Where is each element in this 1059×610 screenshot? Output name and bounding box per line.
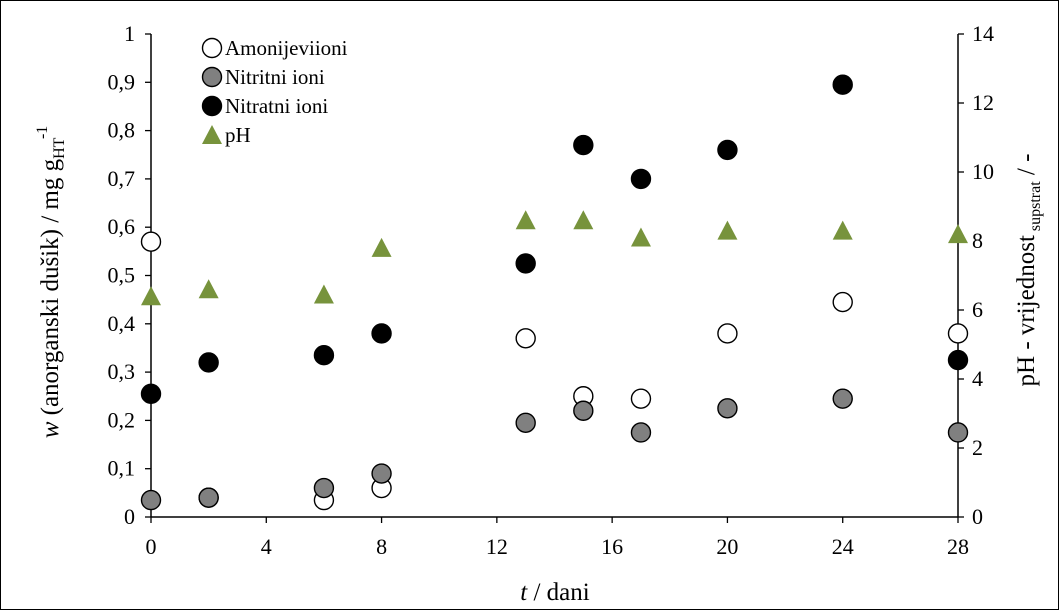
y-left-tick-label: 0,7 bbox=[108, 166, 136, 191]
y-left-tick-label: 1 bbox=[124, 21, 135, 46]
y-right-title-subscript: supstrat bbox=[1027, 181, 1044, 231]
right-axis-ticks: 0 2 4 6 8 10 12 14 bbox=[958, 21, 994, 529]
x-tick-label: 0 bbox=[146, 534, 157, 559]
nitritni-ioni-point bbox=[717, 398, 738, 419]
nitritni-ioni-point bbox=[313, 477, 335, 499]
nitritni-ioni-point bbox=[832, 388, 853, 409]
y-right-tick-label: 2 bbox=[972, 435, 983, 460]
ph-point bbox=[948, 224, 968, 244]
legend-label: Nitratni ioni bbox=[225, 94, 328, 118]
y-left-tick-label: 0,1 bbox=[108, 456, 136, 481]
nitratni-ioni-point bbox=[947, 349, 969, 371]
amonijevi-ioni-point bbox=[515, 328, 536, 349]
y-right-tick-label: 12 bbox=[972, 90, 994, 115]
legend-entry: Nitratni ioni bbox=[201, 94, 328, 118]
nitratni-ioni-point bbox=[717, 139, 738, 161]
nitratni-ioni-point bbox=[573, 134, 594, 156]
amonijevi-ioni-point bbox=[832, 291, 853, 313]
legend-marker bbox=[201, 66, 223, 88]
legend-entry: Nitritni ioni bbox=[201, 65, 325, 89]
legend: Amonijeviioni Nitritni ioni Nitratni ioni p… bbox=[201, 36, 348, 147]
x-tick-label: 8 bbox=[376, 534, 387, 559]
x-tick-label: 4 bbox=[261, 534, 272, 559]
ph-point bbox=[832, 220, 853, 240]
nitritni-ioni-point bbox=[198, 487, 219, 508]
y-left-title-superscript: -1 bbox=[34, 126, 51, 139]
legend-label: Nitritni ioni bbox=[225, 65, 325, 89]
legend-marker bbox=[201, 95, 223, 117]
y-right-tick-label: 6 bbox=[972, 297, 983, 322]
ph-point bbox=[141, 286, 161, 306]
x-axis-ticks: 0 4 8 12 16 20 24 28 bbox=[146, 517, 969, 559]
y-left-tick-label: 0,9 bbox=[108, 69, 136, 94]
y-left-tick-label: 0,3 bbox=[108, 359, 136, 384]
x-tick-label: 20 bbox=[716, 534, 738, 559]
y-left-tick-label: 0,2 bbox=[108, 407, 136, 432]
x-tick-label: 28 bbox=[947, 534, 969, 559]
nitritni-ioni-point bbox=[371, 463, 392, 484]
amonijevi-ioni-point bbox=[947, 323, 969, 344]
nitratni-ioni-point bbox=[198, 352, 219, 373]
nitritni-ioni-point bbox=[140, 489, 162, 511]
y-left-tick-label: 0,8 bbox=[108, 118, 136, 143]
y-right-tick-label: 0 bbox=[972, 504, 983, 529]
x-axis-title-text: / dani bbox=[527, 579, 590, 606]
x-tick-label: 16 bbox=[601, 534, 623, 559]
ph-point bbox=[313, 284, 334, 304]
nitritni-ioni-point bbox=[630, 422, 652, 443]
ph-point bbox=[630, 227, 651, 247]
y-right-tick-label: 4 bbox=[972, 366, 983, 391]
legend-entry: pH bbox=[202, 123, 251, 147]
x-tick-label: 12 bbox=[486, 534, 508, 559]
legend-entry: Amonijeviioni bbox=[201, 36, 348, 60]
y-right-tick-label: 8 bbox=[972, 228, 983, 253]
legend-marker bbox=[201, 37, 223, 59]
nitratni-ioni-point bbox=[832, 74, 853, 95]
y-left-title-subscript: HT bbox=[51, 137, 68, 159]
y-left-tick-label: 0,5 bbox=[108, 263, 136, 288]
nitritni-ioni-point bbox=[947, 422, 969, 443]
x-tick-label: 24 bbox=[832, 534, 854, 559]
y-left-axis-title: w (anorganski dušik) / mg gHT-1 bbox=[34, 126, 68, 439]
amonijevi-ioni-point bbox=[140, 231, 162, 252]
y-right-tick-label: 14 bbox=[972, 21, 994, 46]
left-axis-ticks: 0 0,1 0,2 0,3 0,4 0,5 0,6 0,7 0,8 0,9 1 bbox=[108, 21, 151, 529]
ph-point bbox=[198, 279, 219, 299]
legend-label: Amonijeviioni bbox=[225, 36, 348, 60]
y-right-title-rest: / - bbox=[1013, 154, 1040, 182]
legend-label: pH bbox=[225, 123, 251, 147]
data-markers bbox=[140, 74, 969, 511]
ph-point bbox=[515, 210, 536, 230]
y-left-tick-label: 0,6 bbox=[108, 214, 136, 239]
nitritni-ioni-point bbox=[573, 400, 594, 421]
ph-point bbox=[573, 210, 594, 230]
legend-marker bbox=[202, 125, 222, 144]
ph-point bbox=[717, 220, 738, 240]
nitratni-ioni-point bbox=[515, 253, 536, 274]
nitritni-ioni-point bbox=[515, 412, 536, 434]
ph-point bbox=[371, 237, 392, 257]
y-left-tick-label: 0,4 bbox=[108, 311, 136, 336]
nitratni-ioni-point bbox=[630, 168, 652, 190]
amonijevi-ioni-point bbox=[630, 388, 652, 409]
y-right-axis-title: pH - vrijednost supstrat / - bbox=[1013, 154, 1044, 387]
y-left-tick-label: 0 bbox=[124, 504, 135, 529]
nitratni-ioni-point bbox=[140, 383, 162, 405]
x-axis-title-symbol: t bbox=[520, 579, 528, 606]
nitratni-ioni-point bbox=[371, 323, 392, 344]
y-left-title-symbol: w bbox=[37, 421, 64, 438]
y-right-tick-label: 10 bbox=[972, 159, 994, 184]
amonijevi-ioni-point bbox=[717, 323, 738, 344]
y-left-title-text: (anorganski dušik) / mg g bbox=[37, 158, 64, 421]
y-right-title-text: pH - vrijednost bbox=[1013, 235, 1040, 386]
nitratni-ioni-point bbox=[313, 344, 335, 366]
x-axis-title: t / dani bbox=[520, 579, 589, 606]
